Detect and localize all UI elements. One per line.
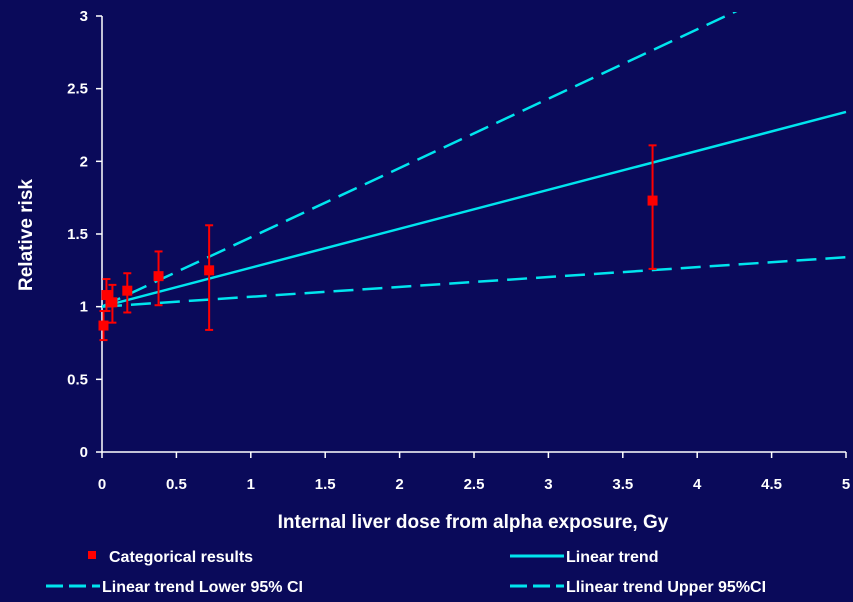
- legend-label: Llinear trend Upper 95%CI: [566, 579, 766, 596]
- legend-item: Linear trend: [510, 549, 658, 566]
- y-tick-label: 1.5: [67, 226, 88, 243]
- x-tick-label: 0.5: [166, 476, 187, 493]
- y-tick-label: 0: [80, 444, 88, 461]
- x-tick-label: 4.5: [761, 476, 782, 493]
- legend: Categorical results Linear trend Linear tr…: [46, 549, 766, 596]
- data-point: [101, 290, 112, 301]
- legend-label: Categorical results: [109, 549, 253, 566]
- x-tick-label: 3: [544, 476, 552, 493]
- y-tick-label: 1: [80, 299, 88, 316]
- data-point: [153, 271, 164, 282]
- legend-label: Linear trend Lower 95% CI: [102, 579, 303, 596]
- legend-item: Llinear trend Upper 95%CI: [510, 579, 766, 596]
- series-line-llinear-trend-upper-95-ci: [102, 12, 738, 308]
- x-tick-label: 0: [98, 476, 106, 493]
- y-tick-label: 3: [80, 8, 88, 25]
- data-point: [107, 297, 118, 308]
- y-tick-label: 2: [80, 153, 88, 170]
- x-tick-label: 1.5: [315, 476, 336, 493]
- x-axis-title: Internal liver dose from alpha exposure,…: [278, 512, 669, 533]
- x-tick-label: 2: [395, 476, 403, 493]
- x-tick-label: 2.5: [464, 476, 485, 493]
- legend-label: Linear trend: [566, 549, 658, 566]
- data-point: [204, 265, 215, 276]
- chart-axes: [96, 15, 847, 458]
- x-tick-label: 5: [842, 476, 850, 493]
- tick-labels: 0 0.5 1 1.5 2 2.5 3 0 0.5 1 1.5 2 2.5 3 3.5 4 4.5 5: [67, 8, 850, 493]
- x-tick-label: 1: [247, 476, 255, 493]
- y-tick-label: 0.5: [67, 371, 88, 388]
- data-point: [98, 320, 109, 331]
- y-tick-label: 2.5: [67, 81, 88, 98]
- legend-marker-square: [88, 551, 96, 559]
- x-tick-label: 3.5: [612, 476, 633, 493]
- data-point: [122, 285, 133, 296]
- series-line-linear-trend: [102, 110, 847, 308]
- y-axis-title: Relative risk: [16, 179, 37, 291]
- x-tick-label: 4: [693, 476, 702, 493]
- series-line-linear-trend-lower-95-ci: [102, 256, 847, 308]
- legend-item: Linear trend Lower 95% CI: [46, 579, 303, 596]
- legend-item: Categorical results: [88, 549, 253, 566]
- data-point: [647, 195, 658, 206]
- trend-lines: [102, 12, 847, 308]
- categorical-points: [98, 144, 658, 342]
